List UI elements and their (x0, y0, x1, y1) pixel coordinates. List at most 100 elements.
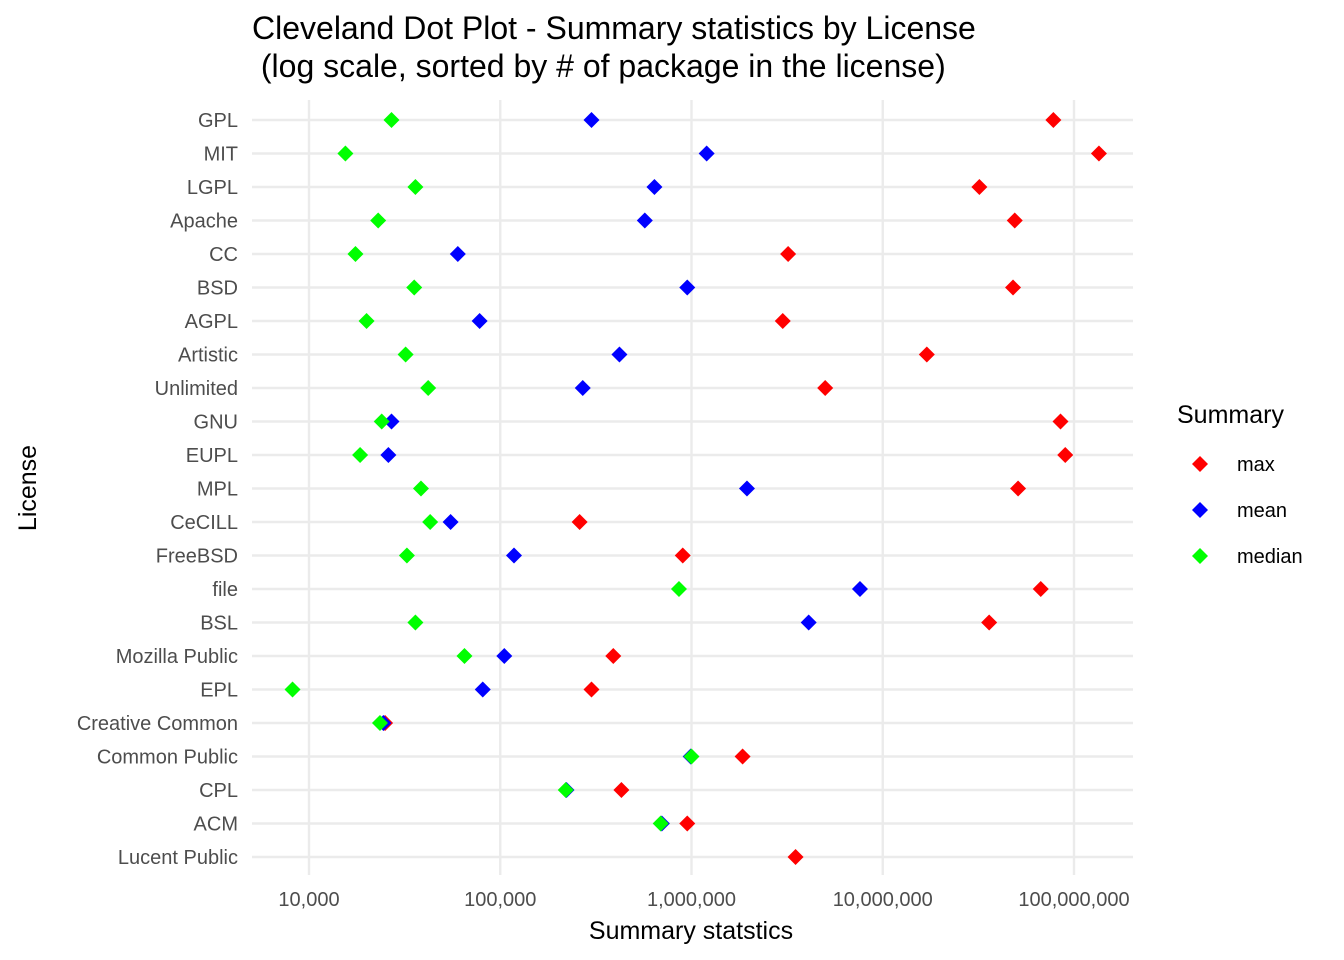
point-median (352, 447, 369, 463)
point-median (370, 212, 387, 229)
point-median (557, 782, 574, 798)
point-max (1045, 112, 1062, 128)
point-max (774, 313, 791, 329)
y-tick-label: AGPL (185, 311, 238, 333)
point-median (373, 413, 390, 430)
y-tick-label: Common Public (97, 747, 238, 769)
y-tick-label: BSD (197, 278, 238, 300)
legend-key-mean (1192, 502, 1208, 518)
point-mean (800, 614, 817, 631)
point-mean (471, 313, 488, 329)
point-median (397, 346, 414, 363)
y-tick-label: FreeBSD (156, 546, 238, 568)
x-tick-label: 10,000 (278, 889, 339, 911)
point-mean (383, 413, 400, 430)
y-tick-label: Mozilla Public (116, 646, 238, 668)
point-median (670, 581, 687, 597)
legend-title: Summary (1177, 401, 1284, 429)
point-max (583, 681, 600, 698)
point-mean (449, 246, 466, 262)
point-max (817, 380, 834, 396)
point-median (422, 514, 439, 530)
legend-key-median (1192, 548, 1208, 564)
y-axis-tick-labels: GPL MIT LGPL Apache CC BSD AGPL Artistic Unlimit… (77, 110, 238, 869)
legend-label-mean: mean (1237, 500, 1287, 522)
point-max (613, 782, 630, 798)
point-max (679, 815, 696, 832)
y-tick-label: MPL (197, 479, 238, 501)
y-tick-label: Artistic (178, 345, 238, 367)
point-max (787, 849, 804, 865)
point-mean (636, 212, 653, 229)
y-tick-label: EPL (200, 680, 238, 702)
y-tick-label: EUPL (186, 445, 238, 467)
x-tick-label: 100,000,000 (1018, 889, 1129, 911)
chart-subtitle: (log scale, sorted by # of package in th… (252, 48, 946, 84)
chart-title: Cleveland Dot Plot - Summary statistics … (252, 10, 976, 46)
y-tick-label: Creative Common (77, 713, 238, 735)
point-max (1052, 413, 1069, 430)
point-mean (738, 480, 755, 497)
x-tick-label: 1,000,000 (647, 889, 736, 911)
point-max (1005, 279, 1022, 296)
point-median (652, 815, 669, 832)
point-median (371, 715, 388, 731)
point-median (456, 648, 473, 664)
point-median (358, 313, 375, 329)
y-tick-label: ACM (194, 814, 238, 836)
point-max (605, 648, 622, 664)
data-points (284, 112, 1107, 865)
point-mean (442, 514, 459, 530)
point-median (420, 380, 437, 396)
point-mean (505, 547, 522, 564)
point-mean (380, 447, 397, 463)
point-mean (574, 380, 591, 396)
point-median (398, 547, 415, 564)
x-tick-label: 10,000,000 (833, 889, 933, 911)
point-mean (611, 346, 628, 363)
x-tick-label: 100,000 (464, 889, 536, 911)
point-median (347, 246, 364, 262)
point-median (406, 279, 423, 296)
point-mean (496, 648, 513, 664)
y-tick-label: GPL (198, 110, 238, 132)
legend-key-max (1192, 456, 1208, 472)
y-tick-label: Lucent Public (118, 847, 238, 869)
y-tick-label: CPL (199, 780, 238, 802)
y-tick-label: file (212, 579, 238, 601)
y-tick-label: Unlimited (155, 378, 238, 400)
point-median (407, 179, 424, 195)
point-max (918, 346, 935, 363)
point-max (971, 179, 988, 195)
y-tick-label: MIT (204, 144, 238, 166)
x-axis-title: Summary statstics (589, 917, 793, 945)
point-median (284, 681, 301, 698)
legend-label-max: max (1237, 454, 1275, 476)
point-max (674, 547, 691, 564)
point-mean (646, 179, 663, 195)
legend-label-median: median (1237, 546, 1303, 568)
point-median (337, 145, 354, 162)
y-tick-label: BSL (200, 613, 238, 635)
y-tick-label: GNU (194, 412, 238, 434)
y-tick-label: Apache (170, 211, 238, 233)
y-tick-label: LGPL (187, 177, 238, 199)
point-mean (679, 279, 696, 296)
point-max (1057, 447, 1074, 463)
point-max (1010, 480, 1027, 497)
point-mean (698, 145, 715, 162)
point-max (1090, 145, 1107, 162)
legend: Summary max mean median (1177, 401, 1303, 568)
point-median (412, 480, 429, 497)
y-tick-label: CeCILL (170, 512, 238, 534)
point-mean (851, 581, 868, 597)
point-mean (583, 112, 600, 128)
point-max (734, 748, 751, 765)
y-axis-title: License (14, 445, 42, 531)
point-median (683, 748, 700, 765)
point-max (780, 246, 797, 262)
point-median (383, 112, 400, 128)
y-tick-label: CC (209, 244, 238, 266)
point-median (407, 614, 424, 631)
